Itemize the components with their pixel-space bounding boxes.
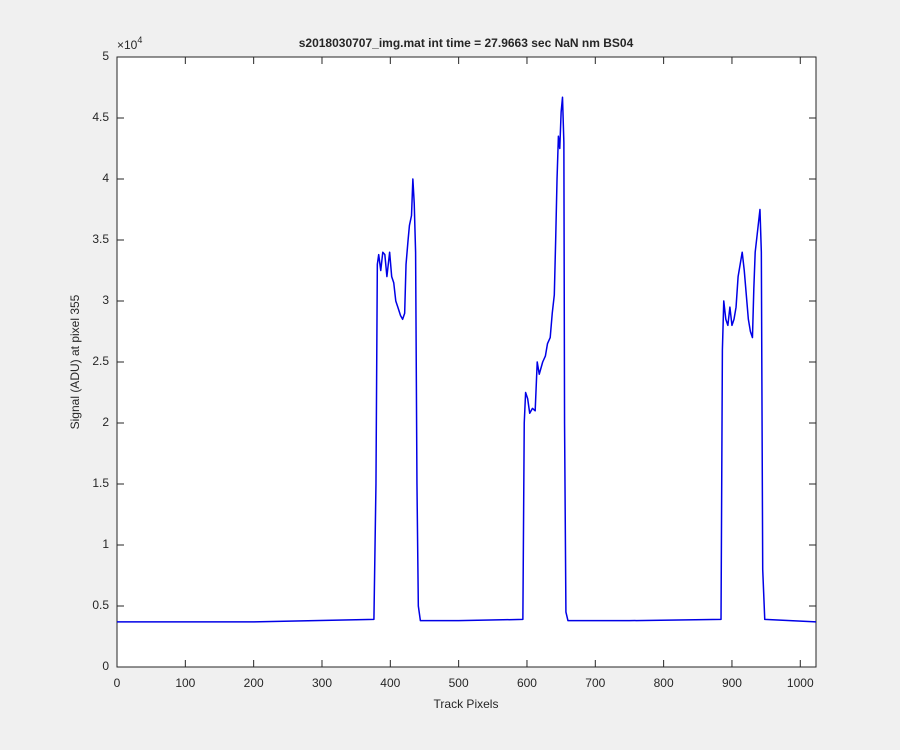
plot-area xyxy=(116,56,817,668)
y-multiplier-exponent: 4 xyxy=(137,35,142,45)
x-tick-label: 700 xyxy=(585,676,605,690)
y-tick-label: 4 xyxy=(102,171,109,185)
x-tick-label: 0 xyxy=(114,676,121,690)
y-multiplier-base: ×10 xyxy=(117,38,138,52)
y-tick-label: 0.5 xyxy=(92,598,109,612)
y-tick-label: 2.5 xyxy=(92,354,109,368)
y-tick-label: 1 xyxy=(102,537,109,551)
y-tick-label: 0 xyxy=(102,659,109,673)
y-multiplier: ×104 xyxy=(117,35,142,52)
x-axis-label: Track Pixels xyxy=(434,697,499,711)
data-line xyxy=(117,96,817,623)
y-tick-label: 2 xyxy=(102,415,109,429)
y-tick-label: 1.5 xyxy=(92,476,109,490)
x-tick-label: 900 xyxy=(722,676,742,690)
x-tick-label: 300 xyxy=(312,676,332,690)
y-tick-label: 5 xyxy=(102,49,109,63)
y-axis-label: Signal (ADU) at pixel 355 xyxy=(68,294,82,429)
chart-title: s2018030707_img.mat int time = 27.9663 s… xyxy=(299,36,634,50)
x-tick-label: 800 xyxy=(654,676,674,690)
x-tick-label: 500 xyxy=(449,676,469,690)
x-tick-label: 600 xyxy=(517,676,537,690)
y-tick-label: 3 xyxy=(102,293,109,307)
x-tick-label: 1000 xyxy=(787,676,814,690)
x-tick-label: 100 xyxy=(175,676,195,690)
y-tick-label: 4.5 xyxy=(92,110,109,124)
x-tick-label: 200 xyxy=(244,676,264,690)
y-tick-label: 3.5 xyxy=(92,232,109,246)
x-tick-label: 400 xyxy=(380,676,400,690)
